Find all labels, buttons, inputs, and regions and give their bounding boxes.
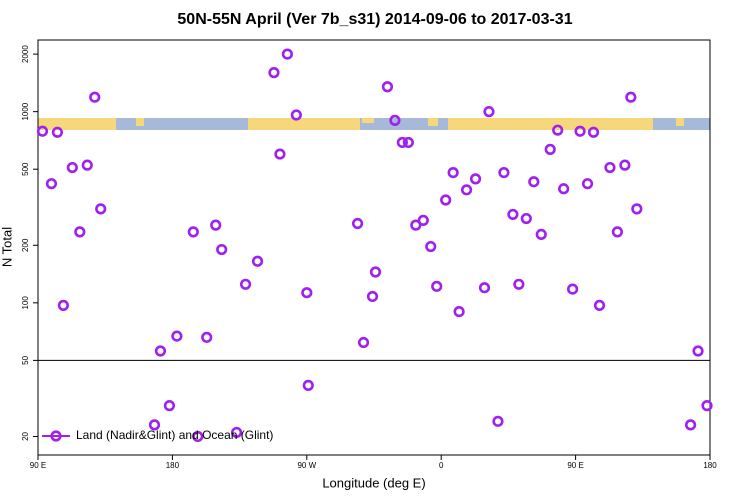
point xyxy=(581,178,594,190)
point xyxy=(74,226,86,238)
y-tick-label: 50 xyxy=(21,355,30,364)
y-axis-label: N Total xyxy=(0,227,14,267)
point xyxy=(574,125,586,137)
point xyxy=(520,212,532,225)
point xyxy=(366,290,379,303)
point xyxy=(81,159,93,171)
point xyxy=(552,124,564,136)
point xyxy=(95,203,107,215)
point xyxy=(274,148,286,160)
x-axis-label: Longitude (deg E) xyxy=(322,475,425,490)
point xyxy=(163,400,176,412)
point xyxy=(587,126,600,138)
point xyxy=(210,219,222,231)
plot-frame xyxy=(37,39,711,456)
point xyxy=(483,106,495,118)
x-tick-label: 0 xyxy=(439,461,444,470)
point xyxy=(57,299,69,311)
point xyxy=(631,203,643,215)
y-tick-label: 500 xyxy=(21,162,30,176)
x-tick-label: 180 xyxy=(166,461,180,470)
point xyxy=(469,173,482,185)
x-tick-label: 90 W xyxy=(297,461,316,470)
point xyxy=(440,194,452,206)
point xyxy=(148,419,161,431)
point xyxy=(396,136,408,149)
point xyxy=(431,280,443,292)
point xyxy=(281,48,293,60)
y-tick-label: 20 xyxy=(21,431,30,440)
point xyxy=(201,331,213,343)
point xyxy=(417,214,429,226)
point xyxy=(544,143,556,155)
point xyxy=(701,400,713,412)
land-ocean-strip xyxy=(38,118,710,130)
point xyxy=(528,176,540,188)
y-tick-label: 200 xyxy=(21,238,30,252)
point xyxy=(453,305,465,318)
x-tick-label: 180 xyxy=(703,461,717,470)
point xyxy=(492,415,504,427)
point xyxy=(192,430,204,443)
point xyxy=(625,91,637,103)
point xyxy=(89,91,101,103)
point xyxy=(478,282,491,294)
point xyxy=(410,219,422,231)
point xyxy=(45,178,58,190)
legend-marker xyxy=(50,430,62,442)
x-tick-label: 90 E xyxy=(567,461,583,470)
point xyxy=(268,67,280,79)
point xyxy=(301,287,313,299)
point xyxy=(460,184,473,196)
y-tick-label: 1000 xyxy=(21,102,30,120)
point xyxy=(513,278,525,290)
point xyxy=(507,208,519,221)
point xyxy=(604,161,616,174)
point xyxy=(567,283,579,295)
point xyxy=(619,159,631,171)
legend-label: Land (Nadir&Glint) and Ocean (Glint) xyxy=(76,428,273,442)
point xyxy=(402,136,414,149)
point xyxy=(302,379,314,391)
point xyxy=(692,345,704,357)
point xyxy=(231,426,243,439)
point xyxy=(51,126,64,138)
point xyxy=(290,109,302,121)
point xyxy=(171,330,183,342)
point xyxy=(216,243,228,256)
point xyxy=(351,217,364,230)
x-tick-label: 90 E xyxy=(30,461,46,470)
y-tick-label: 2000 xyxy=(21,45,30,63)
point xyxy=(389,114,401,126)
point xyxy=(251,255,264,267)
point xyxy=(425,240,437,253)
y-tick-label: 100 xyxy=(21,296,30,310)
point xyxy=(187,226,199,238)
point xyxy=(66,161,78,174)
point xyxy=(447,166,459,179)
point xyxy=(558,183,570,195)
point xyxy=(593,299,606,311)
point xyxy=(611,226,624,238)
point xyxy=(239,278,252,290)
point xyxy=(357,336,370,349)
point xyxy=(154,345,167,357)
point xyxy=(684,419,697,431)
point xyxy=(369,266,382,278)
point xyxy=(535,228,547,241)
chart-title: 50N-55N April (Ver 7b_s31) 2014-09-06 to… xyxy=(177,11,572,28)
point xyxy=(381,81,394,93)
point xyxy=(498,166,510,179)
point xyxy=(36,125,49,137)
